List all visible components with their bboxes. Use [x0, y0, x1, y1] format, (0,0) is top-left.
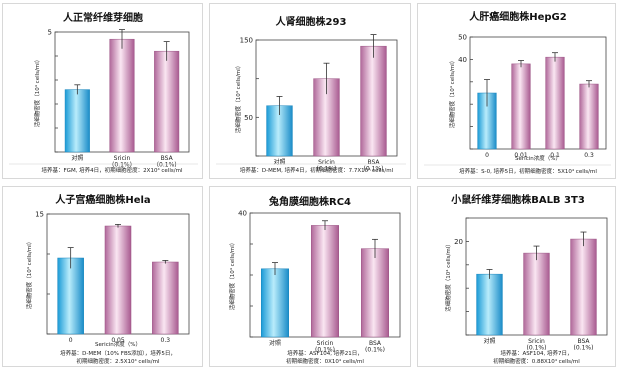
x-tick-label: (0.1%) — [315, 347, 335, 354]
bar — [154, 50, 180, 153]
y-axis-label: 活细胞密度（10⁴ cells/ml） — [33, 57, 41, 128]
bar — [104, 225, 132, 335]
culture-note: 培养基：FGM, 培养4日，初期细胞密度：2X10⁴ cells/ml — [42, 166, 183, 174]
y-axis-label: 活细胞密度（10⁴ cells/ml） — [234, 63, 242, 134]
chart-panel-3: 人肝癌细胞株HepG2 40 50 活细胞密度（10⁴ cells/ml） 0 0.01 0… — [417, 3, 616, 179]
bar — [570, 238, 597, 336]
x-tick-label: 0 — [485, 152, 489, 159]
bar — [476, 273, 503, 336]
y-tick-label: 50 — [458, 34, 467, 42]
x-tick-label: (0.1%) — [157, 162, 177, 169]
chart-title: 人肾细胞株293 — [276, 15, 347, 28]
culture-note: 初期细胞密度：0.88X10⁴ cells/ml — [493, 357, 580, 365]
culture-note: 培养基：D-MEM（10% FBS添加），培养5日， — [60, 349, 176, 357]
y-axis-label: 活细胞密度（10⁴ cells/ml） — [25, 239, 33, 310]
bar — [109, 38, 135, 153]
x-tick-label: 对照 — [71, 154, 83, 162]
x-tick-label: BSA — [369, 340, 382, 347]
x-tick-label: Sricin — [318, 159, 335, 166]
x-tick-label: 对照 — [269, 339, 281, 347]
bar — [361, 248, 389, 338]
y-tick-label: 40 — [238, 210, 247, 218]
y-tick-label: 15 — [35, 211, 44, 219]
y-tick-label: 40 — [458, 56, 467, 64]
x-tick-label: 0.1 — [550, 152, 560, 159]
chart-svg-2: 人肾细胞株293 50 150 活细胞密度（10⁴ cells/ml） 对照 Sricin… — [216, 15, 406, 174]
bar — [261, 268, 289, 338]
bar — [523, 252, 550, 336]
chart-panel-1: 人正常纤维芽细胞 5 活细胞密度（10⁴ cells/ml） 对照 Sricin (0.1… — [2, 3, 203, 179]
y-axis-label: 活细胞密度（10⁴ cells/ml） — [228, 240, 236, 311]
chart-panel-2: 人肾细胞株293 50 150 活细胞密度（10⁴ cells/ml） 对照 Sricin… — [209, 3, 411, 179]
bar — [579, 83, 599, 150]
x-tick-label: 0 — [69, 337, 73, 344]
chart-title: 人肝癌细胞株HepG2 — [469, 10, 567, 23]
y-tick-label: 150 — [240, 37, 253, 45]
chart-title: 兔角膜细胞株RC4 — [268, 195, 351, 208]
bar — [511, 63, 531, 150]
x-tick-label: (0.1%) — [365, 347, 385, 354]
bar — [311, 225, 339, 338]
x-tick-label: 0.3 — [584, 152, 594, 159]
chart-title: 小鼠纤维芽细胞株BALB 3T3 — [450, 193, 585, 206]
chart-panel-5: 兔角膜细胞株RC4 40 活细胞密度（10⁴ cells/ml） 对照 Sricin (0… — [209, 186, 411, 367]
culture-note: 初期细胞密度：2.5X10⁴ cells/ml — [76, 357, 160, 365]
x-tick-label: Sricin — [528, 338, 545, 345]
culture-note: 培养基：ASF104, 培养21日， — [287, 349, 362, 357]
y-tick-label: 20 — [454, 238, 463, 246]
bar — [64, 89, 90, 153]
x-axis-label: Sericin浓度（%） — [515, 154, 561, 162]
culture-note: 培养基：ASF104, 培养7日， — [501, 349, 573, 357]
x-tick-label: 0.05 — [111, 337, 125, 344]
x-axis-label: Sericin浓度（%） — [95, 340, 141, 348]
culture-note: 培养基：D-MEM, 培养4日，初期细胞密度：7.7X10⁴ cells/ml — [240, 166, 394, 174]
chart-svg-4: 人子宫癌细胞株Hela 15 活细胞密度（10⁴ cells/ml） 0 0.05 0.3… — [25, 193, 190, 365]
x-tick-label: (0.1%) — [317, 166, 337, 173]
bar — [360, 45, 387, 157]
x-tick-label: BSA — [577, 338, 590, 345]
x-tick-label: 0.3 — [161, 337, 171, 344]
x-tick-label: Sricin — [317, 340, 334, 347]
bar — [545, 56, 565, 150]
x-tick-label: Sricin — [114, 155, 131, 162]
x-tick-label: BSA — [161, 155, 174, 162]
x-tick-label: (0.1%) — [112, 162, 132, 169]
culture-note: 培养基：S-0, 培养5日，初期细胞密度：5X10⁴ cells/ml — [459, 167, 597, 175]
bar — [266, 105, 293, 157]
y-axis-label: 活细胞密度（10⁴ cells/ml） — [444, 241, 452, 312]
x-tick-label: (0.1%) — [364, 166, 384, 173]
x-tick-label: BSA — [367, 159, 380, 166]
x-tick-label: 对照 — [483, 337, 495, 345]
chart-panel-6: 小鼠纤维芽细胞株BALB 3T3 20 活细胞密度（10⁴ cells/ml） 对照 S… — [417, 186, 616, 367]
chart-title: 人子宫癌细胞株Hela — [55, 193, 150, 206]
chart-title: 人正常纤维芽细胞 — [63, 11, 143, 24]
chart-svg-3: 人肝癌细胞株HepG2 40 50 活细胞密度（10⁴ cells/ml） 0 0.01 0… — [424, 10, 611, 175]
y-tick-label: 5 — [48, 29, 52, 37]
x-tick-label: (0.1%) — [527, 345, 547, 352]
chart-panel-4: 人子宫癌细胞株Hela 15 活细胞密度（10⁴ cells/ml） 0 0.05 0.3… — [2, 186, 203, 367]
y-axis-label: 活细胞密度（10⁴ cells/ml） — [448, 58, 456, 129]
culture-note: 初期细胞密度：0X10⁴ cells/ml — [286, 357, 364, 365]
bar — [152, 261, 179, 335]
x-tick-label: 0.01 — [514, 152, 528, 159]
x-tick-label: (0.1%) — [574, 345, 594, 352]
y-tick-label: 50 — [244, 114, 253, 122]
plot-frame — [469, 36, 607, 150]
bar — [57, 257, 84, 335]
x-tick-label: 对照 — [273, 158, 285, 166]
